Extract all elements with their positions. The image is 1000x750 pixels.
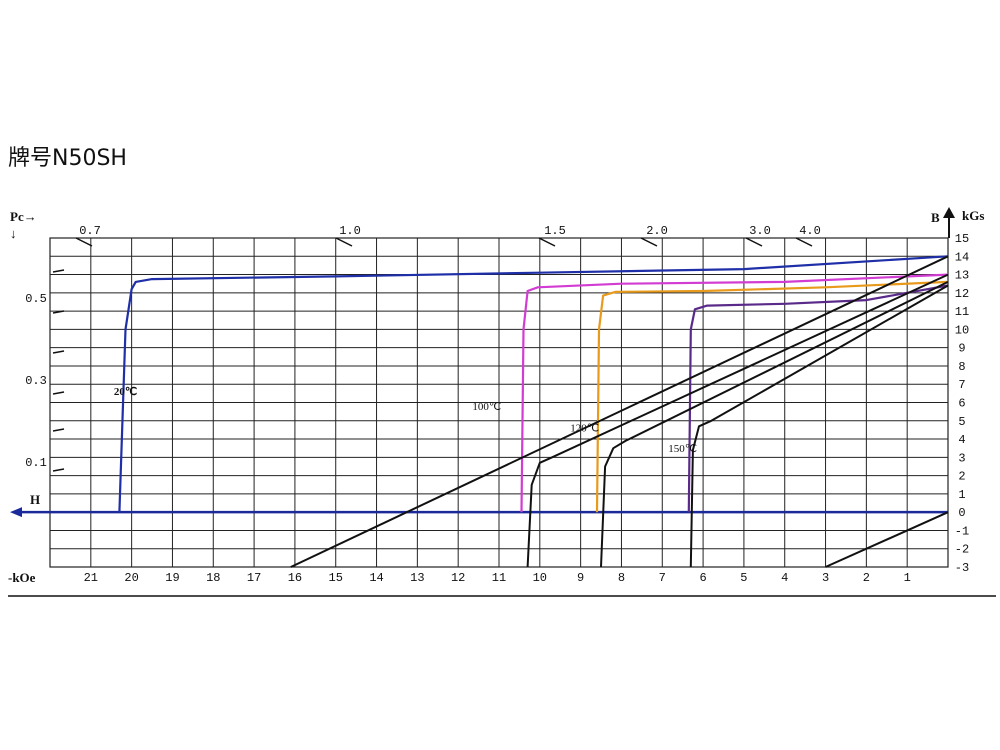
pc-left-mark: [52, 468, 65, 472]
y-tick-label: 0: [958, 506, 965, 520]
chart-grid: [8, 237, 996, 597]
pc-top-tick-label: 1.0: [339, 224, 361, 238]
b-h-curve-line: [825, 511, 949, 568]
pc-top-mark: [75, 237, 93, 247]
y-tick-label: 15: [955, 232, 969, 246]
y-tick-label: 1: [958, 488, 965, 502]
y-tick-label: -3: [955, 561, 969, 575]
x-tick-label: 10: [533, 571, 547, 585]
y-tick-label: 5: [958, 415, 965, 429]
x-tick-label: 15: [329, 571, 343, 585]
h-axis-label: H: [30, 492, 40, 507]
y-tick-label: 11: [955, 305, 969, 319]
temperature-label: 120℃: [570, 423, 599, 435]
y-tick-label: 7: [958, 378, 965, 392]
x-tick-label: 12: [451, 571, 465, 585]
pc-left-tick-label: 0.3: [25, 374, 47, 388]
x-tick-label: 3: [822, 571, 829, 585]
y-tick-label: 6: [958, 397, 965, 411]
x-tick-label: 17: [247, 571, 261, 585]
chart-curves: [10, 255, 949, 568]
temperature-label: 100℃: [472, 401, 501, 413]
x-tick-label: 21: [84, 571, 98, 585]
pc-left-mark: [52, 428, 65, 432]
y-tick-label: 13: [955, 269, 969, 283]
pc-top-tick-label: 0.7: [79, 224, 101, 238]
pc-left-mark: [52, 350, 65, 354]
y-tick-label: 9: [958, 342, 965, 356]
pc-axis-label: Pc→: [10, 209, 37, 224]
x-tick-label: 14: [369, 571, 383, 585]
pc-top-mark: [335, 237, 353, 247]
x-axis-label: -kOe: [8, 570, 36, 585]
pc-left-tick-label: 0.5: [25, 292, 47, 306]
temperature-label: 20℃: [114, 386, 137, 398]
x-tick-label: 20: [124, 571, 138, 585]
pc-left-mark: [52, 391, 65, 395]
x-tick-label: 18: [206, 571, 220, 585]
b-h-curve-line: [290, 255, 949, 568]
pc-axis-arrow: ↓: [10, 226, 17, 241]
y-tick-label: 8: [958, 360, 965, 374]
x-tick-label: 13: [410, 571, 424, 585]
x-tick-label: 6: [699, 571, 706, 585]
y-tick-label: -2: [955, 543, 969, 557]
x-tick-label: 4: [781, 571, 788, 585]
pc-left-mark: [52, 310, 65, 314]
x-tick-label: 11: [492, 571, 506, 585]
x-tick-label: 1: [904, 571, 911, 585]
h-axis-arrow-head: [10, 507, 22, 518]
y-tick-label: 3: [958, 451, 965, 465]
series-line-150℃: [687, 284, 949, 513]
pc-top-mark: [795, 237, 813, 247]
x-tick-label: 8: [618, 571, 625, 585]
series-line-20℃: [118, 255, 949, 513]
y-tick-label: 10: [955, 323, 969, 337]
b-axis-arrow-head: [943, 207, 955, 218]
b-h-curve-line: [689, 284, 949, 568]
temperature-label: 150℃: [668, 443, 697, 455]
pc-top-mark: [538, 237, 556, 247]
y-tick-label: -1: [955, 524, 969, 538]
pc-left-mark: [52, 269, 65, 273]
x-tick-label: 16: [288, 571, 302, 585]
pc-top-mark: [640, 237, 658, 247]
x-tick-label: 7: [659, 571, 666, 585]
pc-top-tick-label: 1.5: [544, 224, 566, 238]
pc-top-mark: [745, 237, 763, 247]
y-tick-label: 4: [958, 433, 965, 447]
chart-labels: 21 20 19 18 17 16 15 14 13 12 11 10 9 8 7 6 5 4 3 2 11514131…: [8, 207, 984, 585]
b-h-curve-line: [600, 281, 949, 568]
pc-top-tick-label: 4.0: [799, 224, 821, 238]
y-tick-label: 12: [955, 287, 969, 301]
b-h-curve-line: [526, 273, 949, 568]
x-tick-label: 2: [863, 571, 870, 585]
x-tick-label: 5: [740, 571, 747, 585]
b-axis-label: B: [931, 210, 940, 225]
y-axis-label: kGs: [962, 208, 984, 223]
pc-top-tick-label: 2.0: [646, 224, 668, 238]
y-tick-label: 2: [958, 470, 965, 484]
pc-left-tick-label: 0.1: [25, 456, 47, 470]
x-tick-label: 9: [577, 571, 584, 585]
x-tick-label: 19: [165, 571, 179, 585]
page-title: 牌号N50SH: [8, 146, 127, 171]
series-line-100℃: [520, 273, 949, 513]
plot-frame: [49, 237, 949, 568]
y-tick-label: 14: [955, 250, 969, 264]
series-line-120℃: [595, 280, 949, 513]
pc-top-tick-label: 3.0: [749, 224, 771, 238]
